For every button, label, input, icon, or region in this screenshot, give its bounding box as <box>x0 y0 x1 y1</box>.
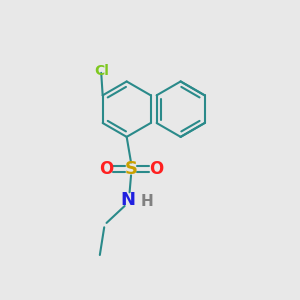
Text: O: O <box>99 160 113 178</box>
Text: S: S <box>124 160 137 178</box>
Text: H: H <box>141 194 154 209</box>
Text: N: N <box>121 190 136 208</box>
Text: Cl: Cl <box>94 64 109 77</box>
Text: O: O <box>149 160 163 178</box>
